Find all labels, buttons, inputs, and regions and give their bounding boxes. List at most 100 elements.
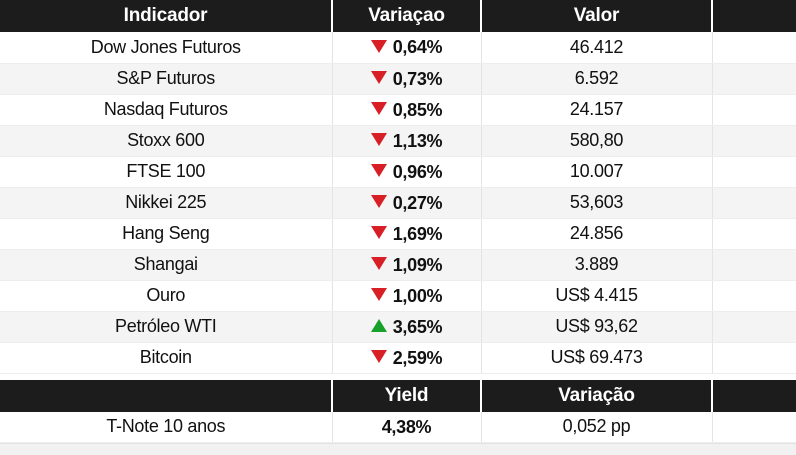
cell-yield: 4,38% [332, 411, 482, 443]
cell-extra [712, 32, 796, 64]
table-separator [0, 373, 796, 380]
column-header-bond-variation: Variação [481, 379, 713, 412]
table-row: Shangai 1,09% 3.889 [0, 249, 796, 281]
column-header-bond-extra [712, 379, 796, 412]
cell-value: 3.889 [481, 249, 713, 281]
cell-indicator: FTSE 100 [0, 156, 333, 188]
cell-indicator: Bitcoin [0, 342, 333, 374]
table-row: Nasdaq Futuros 0,85% 24.157 [0, 94, 796, 126]
cell-extra [712, 187, 796, 219]
cell-value: 10.007 [481, 156, 713, 188]
bonds-table-header-row: Yield Variação [0, 379, 796, 412]
table-row: Nikkei 225 0,27% 53,603 [0, 187, 796, 219]
cell-variation: 0,85% [332, 94, 482, 126]
variation-value: 0,64% [392, 37, 443, 58]
cell-value: 53,603 [481, 187, 713, 219]
cell-indicator: Stoxx 600 [0, 125, 333, 157]
cell-indicator: Shangai [0, 249, 333, 281]
cell-variation: 1,00% [332, 280, 482, 312]
table-row: Dow Jones Futuros 0,64% 46.412 [0, 32, 796, 64]
variation-value: 1,00% [392, 285, 443, 306]
table-row: Bitcoin 2,59% US$ 69.473 [0, 342, 796, 374]
cell-variation: 0,96% [332, 156, 482, 188]
cell-indicator: Nikkei 225 [0, 187, 333, 219]
cell-extra [712, 218, 796, 250]
cell-indicator: Petróleo WTI [0, 311, 333, 343]
cell-value: US$ 69.473 [481, 342, 713, 374]
cell-extra [712, 156, 796, 188]
bonds-table-body: T-Note 10 anos 4,38% 0,052 pp [0, 411, 796, 443]
cell-extra [712, 249, 796, 281]
arrow-down-icon [370, 288, 387, 302]
arrow-down-icon [370, 133, 387, 147]
variation-value: 1,69% [392, 223, 443, 244]
cell-extra [712, 125, 796, 157]
cell-variation: 2,59% [332, 342, 482, 374]
column-header-value: Valor [481, 0, 713, 32]
arrow-down-icon [370, 102, 387, 116]
cell-value: 580,80 [481, 125, 713, 157]
variation-value: 0,96% [392, 161, 443, 182]
column-header-extra [712, 0, 796, 32]
table-row: FTSE 100 0,96% 10.007 [0, 156, 796, 188]
main-table-header-row: Indicador Variaçao Valor [0, 0, 796, 32]
bottom-strip [0, 443, 796, 455]
cell-extra [712, 311, 796, 343]
arrow-down-icon [370, 195, 387, 209]
table-row: Ouro 1,00% US$ 4.415 [0, 280, 796, 312]
cell-variation: 0,73% [332, 63, 482, 95]
cell-indicator: S&P Futuros [0, 63, 333, 95]
cell-value: 24.856 [481, 218, 713, 250]
cell-indicator: Hang Seng [0, 218, 333, 250]
column-header-indicator: Indicador [0, 0, 333, 32]
cell-variation: 0,64% [332, 32, 482, 64]
variation-value: 0,85% [392, 99, 443, 120]
cell-extra [712, 280, 796, 312]
cell-value: 6.592 [481, 63, 713, 95]
cell-value: 46.412 [481, 32, 713, 64]
cell-value: 0,052 pp [481, 411, 713, 443]
table-row: Hang Seng 1,69% 24.856 [0, 218, 796, 250]
cell-extra [712, 94, 796, 126]
main-table-body: Dow Jones Futuros 0,64% 46.412 S&P Futuros 0… [0, 32, 796, 374]
cell-variation: 1,69% [332, 218, 482, 250]
arrow-down-icon [370, 71, 387, 85]
cell-indicator: Ouro [0, 280, 333, 312]
cell-variation: 1,09% [332, 249, 482, 281]
cell-extra [712, 342, 796, 374]
arrow-down-icon [370, 350, 387, 364]
table-row: S&P Futuros 0,73% 6.592 [0, 63, 796, 95]
cell-variation: 3,65% [332, 311, 482, 343]
variation-value: 4,38% [381, 416, 432, 437]
column-header-yield: Yield [332, 379, 482, 412]
variation-value: 1,09% [392, 254, 443, 275]
cell-indicator: T-Note 10 anos [0, 411, 333, 443]
arrow-up-icon [370, 319, 387, 333]
table-row: Stoxx 600 1,13% 580,80 [0, 125, 796, 157]
bonds-table: Yield Variação T-Note 10 anos 4,38% 0,052 … [0, 379, 796, 443]
arrow-down-icon [370, 164, 387, 178]
cell-indicator: Nasdaq Futuros [0, 94, 333, 126]
variation-value: 2,59% [392, 347, 443, 368]
variation-value: 0,73% [392, 68, 443, 89]
table-row: Petróleo WTI 3,65% US$ 93,62 [0, 311, 796, 343]
arrow-down-icon [370, 40, 387, 54]
variation-value: 1,13% [392, 130, 443, 151]
cell-value: US$ 4.415 [481, 280, 713, 312]
cell-value: 24.157 [481, 94, 713, 126]
column-header-bond-indicator [0, 379, 333, 412]
table-row: T-Note 10 anos 4,38% 0,052 pp [0, 411, 796, 443]
column-header-variation: Variaçao [332, 0, 482, 32]
arrow-down-icon [370, 226, 387, 240]
arrow-down-icon [370, 257, 387, 271]
cell-value: US$ 93,62 [481, 311, 713, 343]
cell-variation: 0,27% [332, 187, 482, 219]
cell-indicator: Dow Jones Futuros [0, 32, 333, 64]
cell-variation: 1,13% [332, 125, 482, 157]
cell-extra [712, 63, 796, 95]
cell-extra [712, 411, 796, 443]
variation-value: 0,27% [392, 192, 443, 213]
main-indicators-table: Indicador Variaçao Valor Dow Jones Futur… [0, 0, 796, 374]
variation-value: 3,65% [392, 316, 443, 337]
